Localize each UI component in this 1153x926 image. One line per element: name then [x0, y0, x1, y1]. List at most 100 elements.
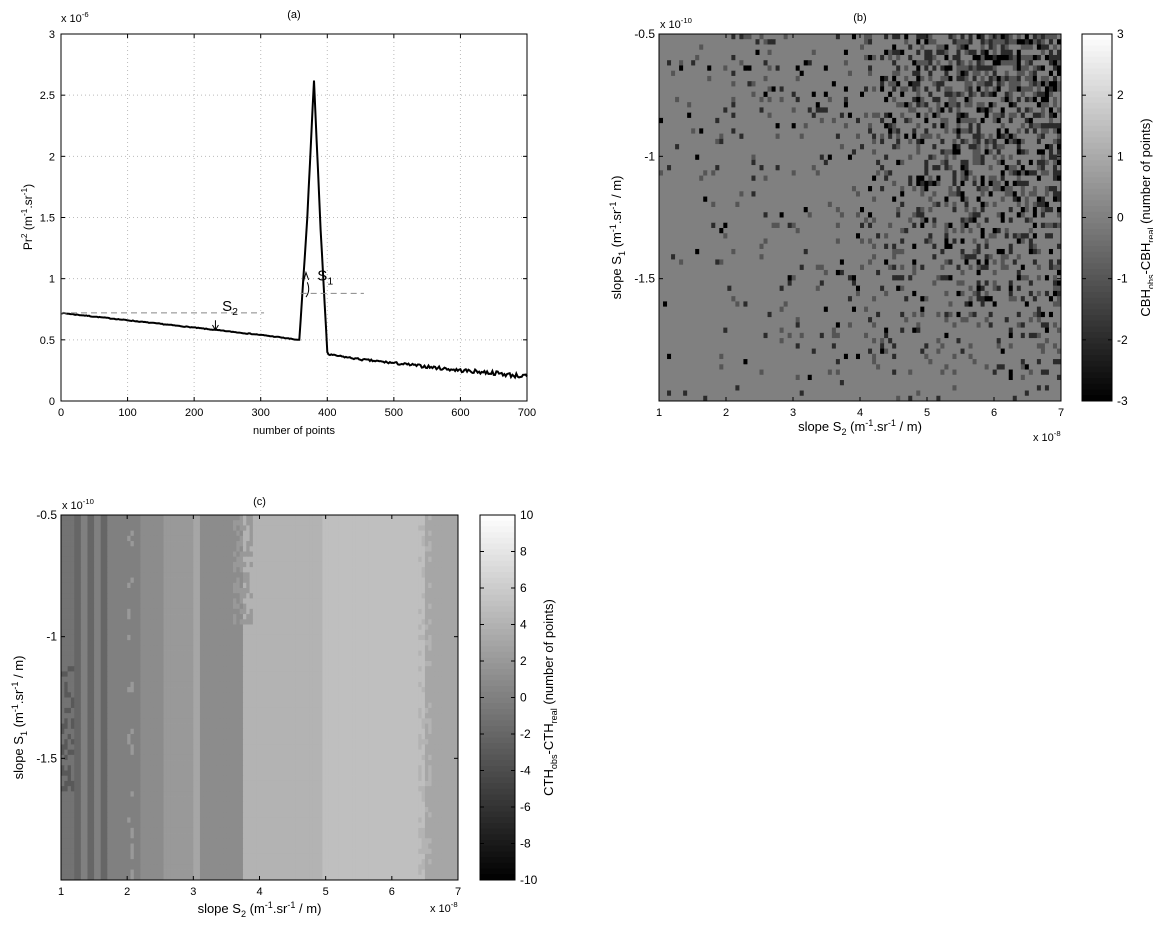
heatmap-cell [671, 217, 676, 224]
heatmap-cell [779, 81, 785, 87]
heatmap-cell [783, 96, 789, 103]
heatmap-cell [920, 54, 925, 61]
heatmap-cell [992, 39, 998, 45]
heatmap-cell [755, 49, 760, 56]
heatmap-cell [703, 290, 708, 297]
heatmap-cell [960, 60, 965, 66]
heatmap-cell [791, 144, 797, 150]
heatmap-cell [1024, 259, 1030, 266]
heatmap-cell [711, 133, 716, 140]
heatmap-cell [815, 217, 821, 224]
heatmap-cell [932, 201, 937, 208]
heatmap-cell [900, 222, 905, 229]
heatmap-cell [896, 144, 901, 150]
heatmap-cell [671, 123, 676, 129]
heatmap-cell [928, 212, 933, 218]
heatmap-cell [831, 91, 837, 98]
heatmap-cell [972, 285, 977, 292]
heatmap-cell [892, 196, 897, 203]
heatmap-cell [1020, 227, 1026, 234]
heatmap-cell [827, 180, 833, 187]
heatmap-cell [1012, 96, 1018, 103]
heatmap-cell [739, 91, 744, 98]
heatmap-cell [876, 186, 881, 192]
heatmap-cell [992, 123, 998, 129]
heatmap-cell [1012, 138, 1018, 145]
heatmap-cell [783, 70, 789, 77]
heatmap-cell [811, 217, 817, 224]
heatmap-cell [984, 222, 990, 229]
heatmap-cell [1052, 180, 1058, 187]
heatmap-cell [992, 243, 998, 250]
heatmap-cell [815, 264, 821, 271]
heatmap-cell [759, 233, 764, 239]
heatmap-cell [940, 54, 945, 61]
heatmap-cell [707, 201, 712, 208]
heatmap-cell [996, 75, 1002, 82]
heatmap-cell [679, 81, 684, 87]
heatmap-cell [916, 170, 921, 176]
heatmap-cell [807, 170, 813, 176]
heatmap-cell [763, 107, 768, 114]
heatmap-cell [968, 248, 973, 255]
heatmap-cell [771, 144, 776, 150]
heatmap-cell [747, 264, 752, 271]
heatmap-cell [687, 96, 692, 103]
heatmap-cell [727, 275, 732, 281]
heatmap-cell [735, 49, 740, 56]
heatmap-cell [1012, 280, 1018, 287]
heatmap-cell [968, 117, 973, 124]
heatmap-cell [864, 269, 869, 276]
heatmap-cell [864, 248, 869, 255]
heatmap-cell [940, 222, 945, 229]
heatmap-cell [964, 154, 969, 161]
heatmap-cell [892, 275, 897, 281]
heatmap-cell [972, 133, 977, 140]
heatmap-cell [811, 149, 817, 155]
heatmap-cell [771, 254, 776, 260]
heatmap-cell [823, 133, 829, 140]
heatmap-cell [699, 65, 704, 72]
heatmap-cell [868, 81, 873, 87]
heatmap-cell [908, 138, 913, 145]
heatmap-cell [815, 243, 821, 250]
heatmap-cell [896, 65, 901, 72]
heatmap-cell [851, 180, 857, 187]
heatmap-cell [980, 128, 986, 135]
heatmap-cell [908, 75, 913, 82]
heatmap-cell [940, 207, 945, 213]
heatmap-cell [711, 154, 716, 161]
heatmap-cell [1028, 81, 1034, 87]
heatmap-cell [880, 75, 885, 82]
heatmap-cell [759, 170, 764, 176]
heatmap-cell [956, 269, 961, 276]
heatmap-cell [827, 49, 833, 56]
heatmap-cell [924, 243, 929, 250]
heatmap-cell [980, 175, 986, 182]
heatmap-cell [888, 86, 893, 93]
heatmap-cell [743, 259, 748, 266]
heatmap-cell [1052, 107, 1058, 114]
heatmap-cell [924, 212, 929, 218]
heatmap-cell [855, 170, 861, 176]
heatmap-cell [1024, 196, 1030, 203]
heatmap-cell [984, 65, 990, 72]
heatmap-cell [944, 138, 949, 145]
heatmap-cell [928, 44, 933, 51]
heatmap-cell [751, 44, 756, 51]
heatmap-cell [711, 102, 716, 108]
heatmap-cell [707, 170, 712, 176]
heatmap-cell [803, 269, 809, 276]
heatmap-cell [775, 117, 780, 124]
heatmap-cell [976, 128, 981, 135]
heatmap-cell [984, 123, 990, 129]
heatmap-cell [1028, 123, 1034, 129]
heatmap-cell [860, 243, 865, 250]
heatmap-cell [884, 222, 889, 229]
heatmap-cell [1004, 238, 1010, 245]
heatmap-cell [892, 280, 897, 287]
heatmap-cell [1044, 117, 1050, 124]
heatmap-cell [952, 275, 957, 281]
heatmap-cell [659, 217, 664, 224]
heatmap-cell [1000, 65, 1006, 72]
